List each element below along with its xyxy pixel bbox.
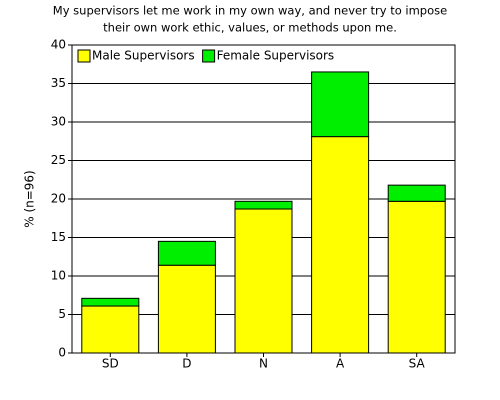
x-tick-label: D xyxy=(182,357,191,371)
y-tick-label: 10 xyxy=(51,269,66,283)
bar-segment xyxy=(81,297,140,307)
bar-segment xyxy=(311,136,370,354)
legend-swatch xyxy=(77,49,91,63)
bar-segment xyxy=(311,71,370,138)
y-tick-label: 35 xyxy=(51,76,66,90)
bar-segment xyxy=(157,264,216,354)
bar-segment xyxy=(157,240,216,266)
chart-title: their own work ethic, values, or methods… xyxy=(103,21,397,35)
y-tick-label: 40 xyxy=(51,38,66,52)
y-tick-label: 5 xyxy=(58,307,66,321)
y-tick-label: 25 xyxy=(51,153,66,167)
y-axis-label: % (n=96) xyxy=(23,170,37,228)
bar-segment xyxy=(234,200,293,210)
plot-frame xyxy=(71,44,456,354)
legend-swatch xyxy=(202,49,216,63)
legend-label: Male Supervisors xyxy=(92,49,195,63)
y-tick-label: 20 xyxy=(51,192,66,206)
chart-title: My supervisors let me work in my own way… xyxy=(53,4,447,18)
x-tick-label: SD xyxy=(102,357,119,371)
bar-segment xyxy=(387,184,446,202)
y-tick-label: 0 xyxy=(58,346,66,360)
x-tick-label: N xyxy=(259,357,268,371)
y-tick-label: 15 xyxy=(51,230,66,244)
bar-segment xyxy=(234,208,293,354)
y-tick-label: 30 xyxy=(51,115,66,129)
x-tick-label: SA xyxy=(409,357,426,371)
bar-segment xyxy=(81,305,140,354)
legend-label: Female Supervisors xyxy=(217,49,335,63)
x-tick-label: A xyxy=(336,357,345,371)
bar-segment xyxy=(387,200,446,354)
